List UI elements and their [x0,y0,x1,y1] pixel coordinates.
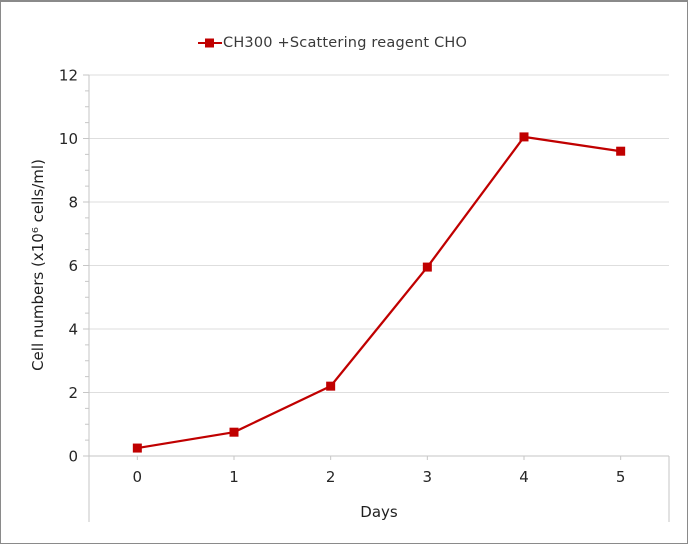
y-tick-label: 2 [68,384,78,402]
y-tick-label: 4 [68,321,78,339]
data-point-marker [229,427,239,437]
data-point-marker [616,146,626,156]
legend-series-marker-icon [198,38,222,48]
series-line [137,135,621,450]
data-point-marker [519,132,529,142]
x-tick-label: 3 [423,468,433,486]
y-axis-title: Cell numbers (x10⁶ cells/ml) [29,159,47,371]
y-tick-label: 10 [59,130,78,148]
x-tick-label: 1 [229,468,239,486]
x-tick-label: 0 [133,468,143,486]
legend-series-label: CH300 +Scattering reagent CHO [223,35,468,51]
data-point-marker [132,443,142,453]
y-tick-label: 12 [59,67,78,85]
y-tick-label: 6 [68,257,78,275]
data-point-marker [422,262,432,272]
x-axis-title: Days [360,503,398,521]
x-tick-label: 4 [519,468,529,486]
y-tick-label: 8 [68,194,78,212]
y-tick-label: 0 [68,448,78,466]
data-point-marker [326,381,336,391]
legend: CH300 +Scattering reagent CHO [198,35,467,51]
x-tick-label: 5 [616,468,626,486]
x-tick-label: 2 [326,468,336,486]
